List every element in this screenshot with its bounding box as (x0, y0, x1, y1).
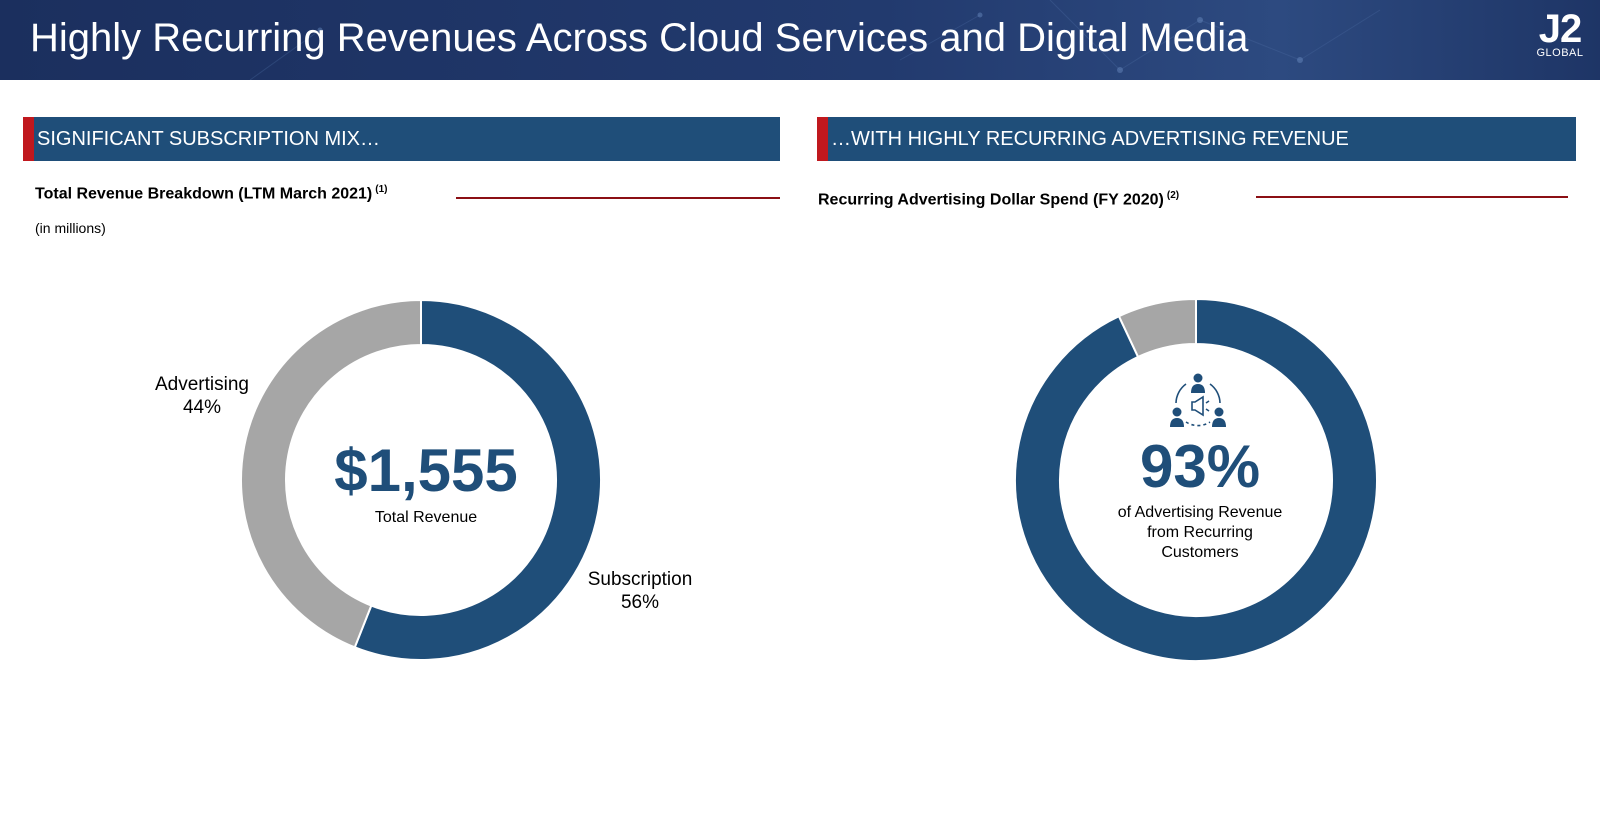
logo-main-text: J2 (1538, 7, 1583, 51)
right-subhead-text: Recurring Advertising Dollar Spend (FY 2… (818, 191, 1164, 209)
recurring-donut-slice-recurring (1014, 297, 1378, 662)
recurring-percent-caption: of Advertising Revenue from Recurring Cu… (1085, 503, 1315, 563)
audience-megaphone-icon (1170, 373, 1226, 427)
advertising-label: Advertising 44% (150, 373, 254, 419)
revenue-donut-slice-subscription (353, 298, 602, 661)
recurring-donut-slice-non-recurring (1117, 297, 1197, 359)
title-bar: Highly Recurring Revenues Across Cloud S… (0, 0, 1600, 80)
logo-sub-text: GLOBAL (1536, 47, 1584, 59)
subscription-label-name: Subscription (587, 569, 693, 590)
left-subhead: Total Revenue Breakdown (LTM March 2021)… (35, 184, 388, 203)
advertising-label-name: Advertising (155, 374, 249, 395)
left-footnote-marker: (1) (375, 184, 388, 195)
units-note: (in millions) (35, 220, 106, 236)
caption-line: Customers (1161, 544, 1239, 561)
revenue-donut-slice-advertising (240, 298, 422, 649)
caption-line: from Recurring (1147, 524, 1253, 541)
right-subhead-rule (1256, 196, 1568, 198)
total-revenue-label: Total Revenue (374, 509, 478, 526)
j2-global-logo: J2 GLOBAL (1534, 7, 1586, 60)
header-network-pattern (249, 0, 1381, 80)
section-label: SIGNIFICANT SUBSCRIPTION MIX… (37, 128, 380, 150)
section-accent (817, 117, 828, 161)
section-accent (23, 117, 34, 161)
subscription-label: Subscription 56% (580, 568, 700, 614)
caption-line: of Advertising Revenue (1117, 504, 1283, 521)
right-footnote-marker: (2) (1166, 190, 1180, 201)
section-label: …WITH HIGHLY RECURRING ADVERTISING REVEN… (831, 128, 1349, 150)
page-title: Highly Recurring Revenues Across Cloud S… (30, 16, 1249, 60)
left-subhead-text: Total Revenue Breakdown (LTM March 2021) (35, 185, 373, 203)
left-subhead-rule (456, 197, 780, 199)
advertising-label-pct: 44% (182, 397, 222, 418)
recurring-percent-value: 93% (1139, 433, 1261, 500)
right-subhead: Recurring Advertising Dollar Spend (FY 2… (818, 190, 1179, 209)
section-bar-recurring-advertising: …WITH HIGHLY RECURRING ADVERTISING REVEN… (817, 117, 1576, 161)
total-revenue-value: $1,555 (334, 437, 518, 504)
subscription-label-pct: 56% (620, 592, 660, 613)
section-bar-subscription-mix: SIGNIFICANT SUBSCRIPTION MIX… (23, 117, 780, 161)
